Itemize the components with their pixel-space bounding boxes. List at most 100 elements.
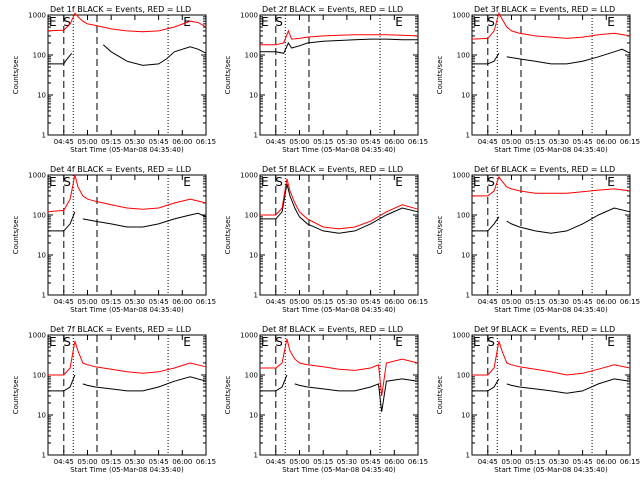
panel-1-ytick-label: 1: [42, 132, 46, 140]
panel-6-xtick-label: 06:15: [620, 298, 640, 306]
panel-2-xtick-label: 05:30: [337, 138, 357, 146]
panel-7-xtick-label: 06:15: [196, 458, 216, 466]
panel-8-ylabel: Counts/sec: [224, 376, 232, 415]
panel-6-ylabel: Counts/sec: [436, 216, 444, 255]
panel-8-xlabel: Start Time (05-Mar-08 04:35:40): [282, 466, 396, 474]
panel-1-xtick-label: 05:30: [125, 138, 145, 146]
panel-7-series-lld: [48, 341, 207, 376]
panel-6-xtick-label: 04:45: [478, 298, 498, 306]
panel-1-xtick-label: 05:00: [77, 138, 97, 146]
panel-9-ytick-label: 1: [466, 452, 470, 460]
panel-5-event-marker: S: [275, 175, 283, 189]
panel-4-event-marker: E: [49, 175, 57, 189]
panel-8-xtick-label: 05:00: [289, 458, 309, 466]
panel-5-xtick-label: 05:15: [313, 298, 333, 306]
panel-4-ytick-label: 1: [42, 292, 46, 300]
panel-9-series-lld: [472, 341, 631, 376]
panel-1-xtick-label: 05:15: [101, 138, 121, 146]
panel-5-title: Det 5f BLACK = Events, RED = LLD: [262, 165, 403, 174]
panel-2-ytick-label: 100: [245, 52, 258, 60]
panel-6-xtick-label: 05:45: [573, 298, 593, 306]
panel-6-frame: [471, 174, 631, 296]
panel-7-ytick-label: 1: [42, 452, 46, 460]
panel-1-xtick-label: 06:15: [196, 138, 216, 146]
panel-1-series-lld: [47, 12, 207, 33]
panel-9-title: Det 9f BLACK = Events, RED = LLD: [474, 325, 615, 334]
panel-3-series-lld: [471, 11, 631, 40]
panel-2-frame: [259, 14, 419, 136]
panel-6-xtick-label: 06:00: [596, 298, 616, 306]
panel-5-xtick-label: 04:45: [266, 298, 286, 306]
panel-9-xtick-label: 05:30: [549, 458, 569, 466]
panel-3-xtick-label: 06:15: [620, 138, 640, 146]
panel-6-event-marker: E: [473, 175, 481, 189]
panel-4-ylabel: Counts/sec: [12, 216, 20, 255]
panel-5-ytick-label: 1: [254, 292, 258, 300]
panel-9-event-marker: E: [607, 335, 615, 349]
panel-7-ytick-label: 10: [37, 412, 46, 420]
panel-5-event-marker: E: [261, 175, 269, 189]
panel-2-xtick-label: 05:45: [361, 138, 381, 146]
panel-1-ytick-label: 100: [33, 52, 46, 60]
panel-4-xtick-label: 04:45: [54, 298, 74, 306]
panel-7-xtick-label: 06:00: [172, 458, 192, 466]
panel-7-ylabel: Counts/sec: [12, 376, 20, 415]
panel-4-ytick-label: 1000: [28, 172, 46, 180]
panel-9-frame: [471, 334, 631, 456]
panel-1-event-marker: S: [63, 15, 71, 29]
panel-4-xtick-label: 05:00: [77, 298, 97, 306]
panel-4-xtick-label: 06:00: [172, 298, 192, 306]
panel-8-ytick-label: 1000: [240, 332, 258, 340]
panel-2-xtick-label: 06:00: [384, 138, 404, 146]
panel-2-xtick-label: 05:15: [313, 138, 333, 146]
panel-2-xlabel: Start Time (05-Mar-08 04:35:40): [282, 146, 396, 154]
panel-2-event-marker: S: [275, 15, 283, 29]
panel-5-xtick-label: 06:15: [408, 298, 428, 306]
panel-3-frame: [471, 14, 631, 136]
panel-8-ytick-label: 10: [249, 412, 258, 420]
panel-8-xtick-label: 06:00: [384, 458, 404, 466]
panel-2-ytick-label: 10: [249, 92, 258, 100]
panel-9-xtick-label: 05:45: [573, 458, 593, 466]
panel-7-event-marker: S: [63, 335, 71, 349]
panel-2-xtick-label: 05:00: [289, 138, 309, 146]
panel-3-xtick-label: 05:30: [549, 138, 569, 146]
panel-1-xtick-label: 04:45: [54, 138, 74, 146]
panel-4-xtick-label: 05:30: [125, 298, 145, 306]
panel-3-event-marker: E: [607, 15, 615, 29]
panel-7-frame: [47, 334, 207, 456]
panel-1-frame: [47, 14, 207, 136]
panel-3-xtick-label: 05:00: [501, 138, 521, 146]
panel-2-xtick-label: 04:45: [266, 138, 286, 146]
panel-9-xtick-label: 06:00: [596, 458, 616, 466]
panel-1-xlabel: Start Time (05-Mar-08 04:35:40): [70, 146, 184, 154]
panel-9-event-marker: S: [487, 335, 495, 349]
panel-9-xtick-label: 04:45: [478, 458, 498, 466]
panel-9-xtick-label: 06:15: [620, 458, 640, 466]
panel-6-title: Det 6f BLACK = Events, RED = LLD: [474, 165, 615, 174]
panel-6-ytick-label: 1: [466, 292, 470, 300]
panel-4-ytick-label: 100: [33, 212, 46, 220]
panel-7-series-events: [48, 374, 207, 392]
panel-8-event-marker: S: [275, 335, 283, 349]
panel-3-xtick-label: 06:00: [596, 138, 616, 146]
panel-2-event-marker: E: [395, 15, 403, 29]
panel-9-series-events: [472, 378, 631, 394]
panel-2-event-marker: E: [261, 15, 269, 29]
panel-5-xtick-label: 05:00: [289, 298, 309, 306]
panel-5-ytick-label: 100: [245, 212, 258, 220]
panel-3-title: Det 3f BLACK = Events, RED = LLD: [474, 5, 615, 14]
panel-7-ytick-label: 100: [33, 372, 46, 380]
panel-4-xlabel: Start Time (05-Mar-08 04:35:40): [70, 306, 184, 314]
panel-8-frame: [259, 334, 419, 456]
panel-5-ylabel: Counts/sec: [224, 216, 232, 255]
panel-9-ytick-label: 100: [457, 372, 470, 380]
panel-7-xtick-label: 05:00: [77, 458, 97, 466]
panel-3-xtick-label: 05:45: [573, 138, 593, 146]
panel-7-xtick-label: 04:45: [54, 458, 74, 466]
panel-3-event-marker: E: [473, 15, 481, 29]
panel-4-title: Det 4f BLACK = Events, RED = LLD: [50, 165, 191, 174]
panel-8-series-events: [260, 374, 419, 412]
panel-5-series-events: [260, 183, 419, 234]
